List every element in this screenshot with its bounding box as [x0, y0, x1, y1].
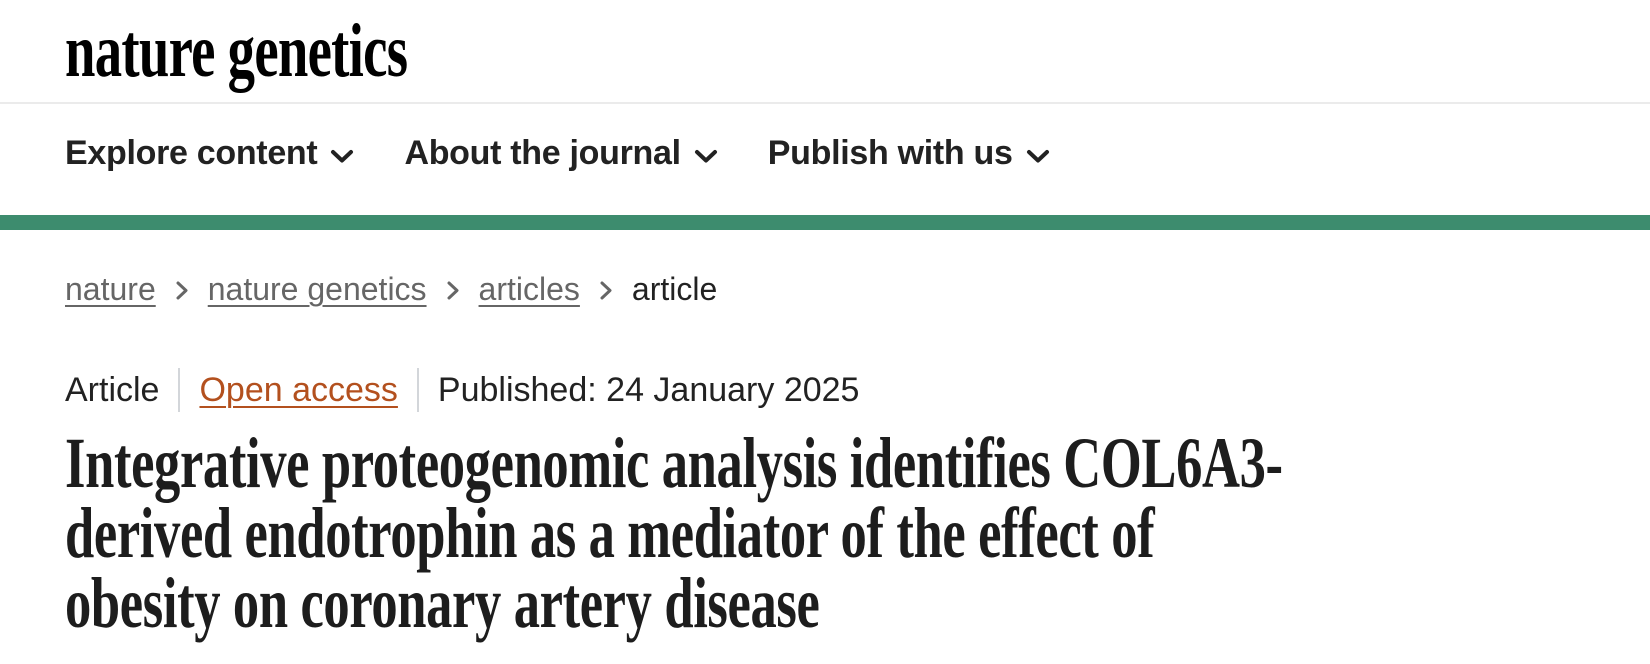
chevron-right-icon	[599, 279, 613, 302]
journal-header: nature genetics Explore content About th…	[0, 0, 1650, 230]
chevron-right-icon	[446, 279, 460, 302]
primary-nav: Explore content About the journal Publis…	[0, 104, 1650, 215]
breadcrumb: nature nature genetics articles article	[0, 270, 1650, 308]
logo-row: nature genetics	[0, 0, 1650, 104]
chevron-down-icon	[330, 134, 354, 173]
nav-item-explore-content[interactable]: Explore content	[65, 134, 354, 173]
nav-item-label: Explore content	[65, 134, 318, 172]
breadcrumb-link-articles[interactable]: articles	[478, 271, 580, 307]
article-page: nature nature genetics articles article …	[0, 270, 1650, 643]
published-date: 24 January 2025	[606, 370, 860, 409]
published-info: Published: 24 January 2025	[438, 371, 860, 410]
meta-divider	[416, 368, 419, 412]
breadcrumb-current-article: article	[631, 271, 718, 307]
nav-item-publish-with-us[interactable]: Publish with us	[768, 134, 1050, 173]
meta-divider	[178, 368, 181, 412]
journal-accent-bar	[0, 215, 1650, 230]
published-label: Published:	[437, 370, 607, 409]
chevron-down-icon	[694, 134, 718, 173]
article-meta: Article Open access Published: 24 Januar…	[0, 368, 1650, 412]
article-title-line: obesity on coronary artery disease	[65, 563, 820, 643]
article-title: Integrative proteogenomic analysis ident…	[65, 423, 1650, 643]
chevron-right-icon	[175, 279, 189, 302]
article-title-line: derived endotrophin as a mediator of the…	[65, 493, 1155, 573]
chevron-down-icon	[1026, 134, 1050, 173]
open-access-link[interactable]: Open access	[199, 370, 398, 409]
nav-item-about-the-journal[interactable]: About the journal	[404, 134, 717, 173]
nav-item-label: Publish with us	[767, 134, 1013, 172]
breadcrumb-link-nature-genetics[interactable]: nature genetics	[207, 271, 427, 307]
breadcrumb-link-nature[interactable]: nature	[65, 271, 156, 307]
article-type-label: Article	[65, 370, 160, 409]
nav-item-label: About the journal	[404, 134, 681, 172]
article-title-line: Integrative proteogenomic analysis ident…	[65, 423, 1283, 503]
journal-logo[interactable]: nature genetics	[65, 8, 408, 93]
